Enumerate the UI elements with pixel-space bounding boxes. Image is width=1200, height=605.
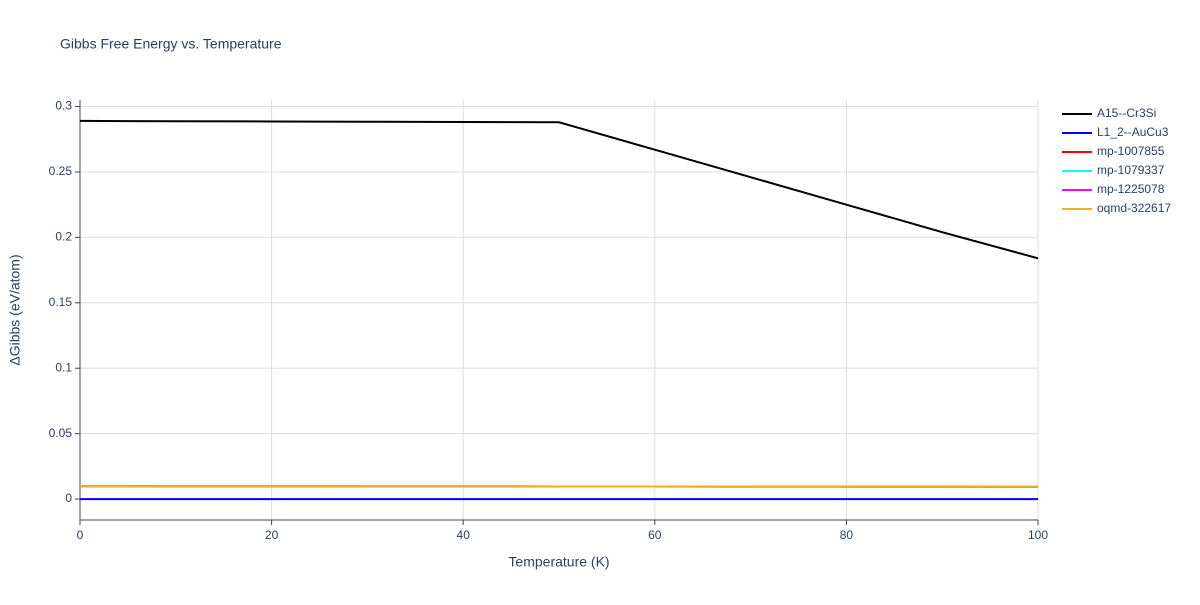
legend-label: mp-1079337 (1097, 163, 1165, 177)
y-tick-label: 0.1 (55, 360, 72, 374)
y-axis-label: ΔGibbs (eV/atom) (7, 254, 23, 365)
x-axis-label: Temperature (K) (508, 554, 609, 570)
chart-title: Gibbs Free Energy vs. Temperature (60, 36, 282, 52)
y-tick-label: 0.25 (49, 164, 73, 178)
x-tick-label: 40 (457, 528, 471, 542)
y-tick-label: 0.3 (55, 99, 72, 113)
legend-label: L1_2--AuCu3 (1097, 125, 1169, 139)
legend-label: mp-1007855 (1097, 144, 1165, 158)
x-tick-label: 80 (840, 528, 854, 542)
x-tick-label: 20 (265, 528, 279, 542)
x-tick-label: 100 (1028, 528, 1048, 542)
data-line (79, 119, 1039, 260)
data-line (79, 485, 1039, 488)
x-tick-label: 0 (77, 528, 84, 542)
legend-label: mp-1225078 (1097, 182, 1165, 196)
y-tick-label: 0.05 (49, 426, 73, 440)
y-tick-label: 0.15 (49, 295, 73, 309)
y-tick-label: 0 (65, 491, 72, 505)
x-tick-label: 60 (648, 528, 662, 542)
legend-label: A15--Cr3Si (1097, 106, 1156, 120)
y-tick-label: 0.2 (55, 230, 72, 244)
legend-label: oqmd-322617 (1097, 201, 1171, 215)
